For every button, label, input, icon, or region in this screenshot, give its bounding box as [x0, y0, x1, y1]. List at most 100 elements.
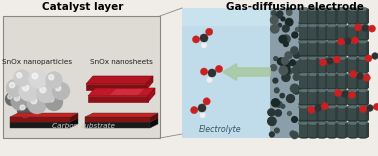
Ellipse shape — [307, 53, 319, 57]
Ellipse shape — [299, 53, 310, 57]
Polygon shape — [86, 84, 146, 90]
Bar — [347, 58, 358, 72]
Polygon shape — [110, 89, 144, 95]
Bar — [347, 91, 358, 104]
Circle shape — [295, 60, 302, 67]
Circle shape — [321, 103, 328, 110]
Text: Gas-diffusion electrode: Gas-diffusion electrode — [226, 2, 364, 12]
Ellipse shape — [307, 121, 319, 125]
Ellipse shape — [299, 70, 310, 73]
Circle shape — [279, 66, 288, 75]
Bar — [316, 10, 319, 23]
Text: Carbon substrate: Carbon substrate — [51, 123, 115, 129]
Bar — [316, 91, 327, 104]
Circle shape — [314, 105, 321, 111]
Ellipse shape — [336, 7, 347, 11]
Ellipse shape — [336, 121, 347, 125]
Circle shape — [294, 61, 300, 67]
Bar — [356, 58, 358, 72]
Circle shape — [279, 65, 288, 75]
Circle shape — [285, 67, 293, 75]
Ellipse shape — [347, 135, 358, 139]
Ellipse shape — [347, 102, 358, 106]
Circle shape — [201, 43, 207, 48]
Ellipse shape — [358, 89, 369, 93]
Ellipse shape — [299, 102, 310, 106]
Polygon shape — [146, 76, 153, 90]
Circle shape — [17, 102, 33, 118]
Ellipse shape — [316, 118, 327, 122]
Bar — [316, 10, 327, 23]
Bar — [366, 123, 369, 136]
Circle shape — [281, 73, 291, 82]
Ellipse shape — [358, 86, 369, 90]
Bar — [325, 91, 327, 104]
Circle shape — [200, 34, 208, 42]
Ellipse shape — [307, 86, 319, 90]
Bar — [345, 58, 347, 72]
Bar — [356, 123, 358, 136]
Ellipse shape — [358, 118, 369, 122]
Ellipse shape — [316, 105, 327, 109]
Ellipse shape — [299, 105, 310, 109]
Ellipse shape — [358, 73, 369, 76]
Bar — [358, 91, 369, 104]
Ellipse shape — [327, 121, 338, 125]
Circle shape — [274, 109, 282, 117]
Bar — [366, 26, 369, 39]
Circle shape — [19, 80, 39, 102]
Bar — [325, 42, 327, 55]
Bar — [316, 74, 327, 88]
Bar — [336, 26, 347, 39]
Ellipse shape — [358, 102, 369, 106]
Bar — [327, 107, 338, 120]
Ellipse shape — [358, 105, 369, 109]
Ellipse shape — [316, 7, 327, 11]
Ellipse shape — [347, 53, 358, 57]
Circle shape — [355, 24, 361, 31]
Ellipse shape — [336, 56, 347, 60]
Circle shape — [270, 64, 277, 71]
Polygon shape — [88, 96, 148, 102]
Ellipse shape — [336, 135, 347, 139]
Ellipse shape — [347, 21, 358, 25]
Bar — [347, 26, 358, 39]
Ellipse shape — [316, 24, 327, 28]
Ellipse shape — [299, 21, 310, 25]
Ellipse shape — [316, 135, 327, 139]
Circle shape — [367, 105, 373, 111]
Ellipse shape — [347, 105, 358, 109]
Text: Electrolyte: Electrolyte — [199, 125, 241, 134]
Circle shape — [267, 116, 277, 126]
Circle shape — [9, 82, 15, 88]
Ellipse shape — [327, 105, 338, 109]
Bar — [316, 42, 319, 55]
Ellipse shape — [327, 118, 338, 122]
Ellipse shape — [307, 70, 319, 73]
Circle shape — [284, 51, 293, 60]
Circle shape — [285, 18, 294, 27]
Ellipse shape — [347, 70, 358, 73]
Circle shape — [8, 95, 12, 99]
Polygon shape — [70, 118, 78, 128]
Bar — [307, 107, 310, 120]
Circle shape — [283, 41, 289, 47]
Ellipse shape — [347, 73, 358, 76]
Circle shape — [279, 93, 285, 99]
Ellipse shape — [336, 102, 347, 106]
Circle shape — [275, 12, 282, 19]
Bar — [347, 74, 358, 88]
Bar — [299, 42, 310, 55]
Ellipse shape — [316, 89, 327, 93]
Circle shape — [40, 87, 46, 93]
Ellipse shape — [327, 21, 338, 25]
Bar — [316, 123, 319, 136]
Ellipse shape — [327, 56, 338, 60]
Bar — [307, 58, 319, 72]
Bar — [347, 42, 358, 55]
Circle shape — [282, 24, 290, 33]
Bar — [366, 10, 369, 23]
Circle shape — [208, 69, 216, 77]
Bar — [325, 123, 327, 136]
Bar — [358, 74, 369, 88]
